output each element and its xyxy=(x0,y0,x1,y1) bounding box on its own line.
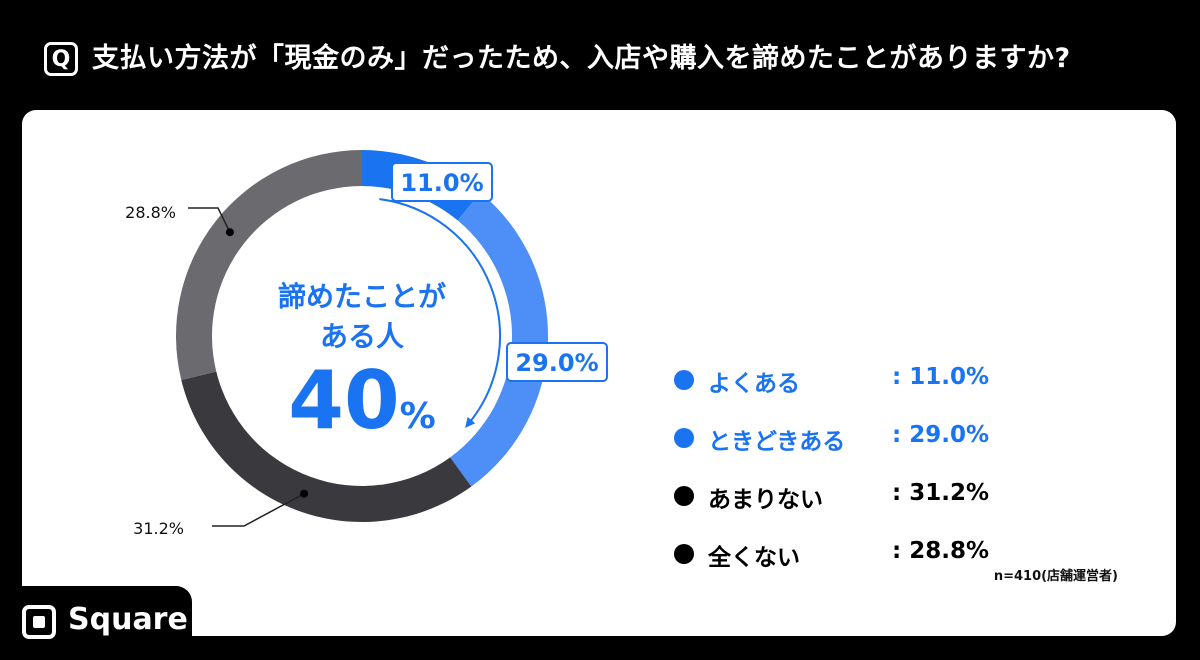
slice-sometimes xyxy=(450,192,548,487)
data-label-box-1 xyxy=(506,342,608,382)
legend-value: : 11.0% xyxy=(892,364,989,390)
legend-dot-icon xyxy=(674,370,694,390)
center-label-line1: 諦めたことが xyxy=(278,280,446,313)
legend-dot-icon xyxy=(674,486,694,506)
legend: よくある : 11.0% ときどきある : 29.0% あまりない : 31.2% 全くない… xyxy=(672,360,1002,592)
question-title: 支払い方法が「現金のみ」だったため、入店や購入を諦めたことがありますか? xyxy=(92,43,1071,74)
legend-dot-icon xyxy=(674,428,694,448)
legend-item: ときどきある : 29.0% xyxy=(672,418,1002,476)
leader-dot-2 xyxy=(300,489,309,498)
legend-label: よくある xyxy=(708,371,800,397)
legend-label: ときどきある xyxy=(708,429,846,455)
sample-note: n=410(店舗運営者) xyxy=(993,569,1118,584)
legend-value: : 28.8% xyxy=(892,538,989,564)
center-value-number: 40 xyxy=(288,354,399,447)
square-logo-icon xyxy=(22,605,56,639)
legend-item: あまりない : 31.2% xyxy=(672,476,1002,534)
data-label-1: 29.0% xyxy=(515,349,598,377)
legend-value: : 29.0% xyxy=(892,422,989,448)
leader-line-2 xyxy=(212,493,305,527)
legend-label: あまりない xyxy=(708,487,823,513)
slice-rarely xyxy=(181,371,472,522)
donut-chart: 諦めたことが ある人 40% 11.0% 29.0% 31.2% 28.8% xyxy=(125,150,608,538)
logo-text: Square xyxy=(68,602,188,637)
legend-label: 全くない xyxy=(708,545,800,571)
data-label-0: 11.0% xyxy=(400,169,483,197)
question-badge: Q xyxy=(44,42,78,76)
leader-dot-3 xyxy=(225,228,234,237)
legend-item: よくある : 11.0% xyxy=(672,360,1002,418)
center-label-line2: ある人 xyxy=(320,320,404,353)
legend-value: : 31.2% xyxy=(892,480,989,506)
data-label-box-0 xyxy=(391,162,493,202)
data-label-2: 31.2% xyxy=(133,519,184,538)
center-value-unit: % xyxy=(400,396,436,437)
slice-never xyxy=(176,150,362,380)
chart-card: 諦めたことが ある人 40% 11.0% 29.0% 31.2% 28.8% よくある… xyxy=(22,110,1176,636)
legend-dot-icon xyxy=(674,544,694,564)
legend-item: 全くない : 28.8% xyxy=(672,534,1002,592)
data-label-3: 28.8% xyxy=(125,203,176,222)
leader-line-3 xyxy=(188,207,231,233)
center-value: 40% xyxy=(288,354,435,447)
direction-arrow xyxy=(379,198,501,428)
logo-tab xyxy=(0,586,192,660)
